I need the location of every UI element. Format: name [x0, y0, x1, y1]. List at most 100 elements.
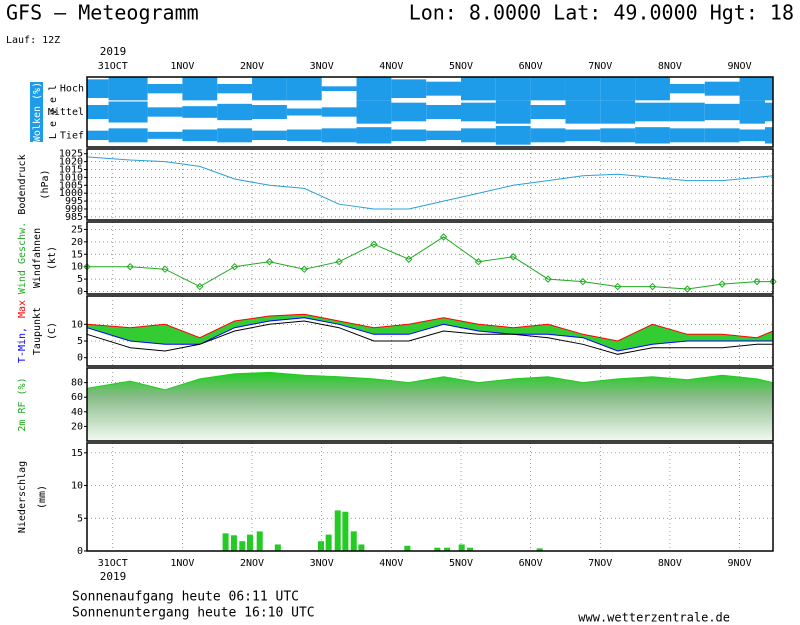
cloud-cover [286, 129, 322, 142]
x-tick-label-bottom: 1NOV [170, 558, 194, 569]
marker [648, 282, 657, 291]
unit: (C) [47, 322, 58, 340]
y-tick-label: 15 [71, 249, 83, 260]
cloud-cover [286, 108, 322, 116]
cloud-cover [565, 129, 601, 142]
bar [239, 541, 246, 551]
marker [405, 255, 413, 263]
level-name: Hoch [60, 84, 84, 95]
cloud-cover [460, 128, 496, 143]
marker [753, 277, 761, 286]
x-tick-label-top: 7NOV [588, 61, 612, 72]
level-name: Mittel [48, 107, 84, 118]
cloud-cover [286, 77, 322, 101]
cloud-cover [530, 105, 566, 119]
line [86, 317, 773, 352]
level-label: L e v e l [48, 85, 59, 139]
cloud-cover [764, 127, 773, 144]
cloud-cover [87, 130, 109, 140]
cloud-cover [530, 128, 566, 143]
y-tick-label: 990 [65, 204, 83, 215]
min-max-fill [87, 314, 773, 351]
cloud-cover [217, 84, 253, 94]
x-tick-label-top: 1NOV [170, 61, 194, 72]
y-tick-label: 80 [71, 378, 83, 389]
year-bottom: 2019 [100, 570, 127, 583]
x-tick-label-top: 3NOV [310, 61, 334, 72]
cloud-cover [87, 105, 109, 119]
y-tick-label: 40 [71, 407, 83, 418]
year-top: 2019 [100, 45, 127, 58]
level-name: Tief [60, 130, 84, 141]
panel-frame [86, 148, 774, 221]
cloud-cover [739, 129, 765, 142]
x-tick-label-bottom: 3NOV [310, 558, 334, 569]
x-tick-label-top: 5NOV [449, 61, 473, 72]
panel: 0 5 10 15 [71, 442, 774, 557]
cloud-cover [530, 77, 566, 101]
cloud-cover [391, 79, 427, 98]
bar [318, 541, 325, 551]
ylabel: Niederschlag [17, 461, 28, 533]
y-tick-label: 20 [71, 237, 83, 248]
bar [274, 544, 281, 551]
bar [404, 545, 411, 551]
barb-label: Windfahnen [32, 228, 43, 288]
x-tick-label-top: 8NOV [658, 61, 682, 72]
y-tick-label: 1010 [59, 172, 83, 183]
bar [256, 531, 263, 551]
cloud-cover [495, 77, 531, 101]
cloud-cover [600, 77, 636, 101]
x-tick-label-bottom: 6NOV [519, 558, 543, 569]
cloud-cover [739, 100, 765, 124]
cloud-cover [182, 106, 218, 118]
cloud-cover [391, 102, 427, 122]
unit: (mm) [37, 485, 48, 509]
cloud-cover [669, 102, 705, 122]
y-tick-label: 1000 [59, 188, 83, 199]
cloud-cover [739, 77, 765, 101]
y-tick-label: 0 [77, 353, 83, 364]
cloud-cover [704, 81, 740, 96]
cloud-cover [600, 100, 636, 124]
y-tick-label: 995 [65, 196, 83, 207]
unit: (kt) [47, 246, 58, 270]
y-tick-label: 60 [71, 392, 83, 403]
unit: (hPa) [40, 169, 51, 199]
y-tick-label: 0 [77, 287, 83, 298]
marker [230, 262, 239, 271]
y-tick-label: 10 [71, 262, 83, 273]
cloud-cover [669, 128, 705, 143]
run: Lauf: 12Z [6, 35, 60, 46]
cloud-cover [252, 105, 287, 119]
x-tick-label-top: 31OCT [98, 61, 128, 72]
marker [370, 240, 378, 249]
marker [509, 253, 517, 261]
line [86, 320, 773, 355]
x-tick-label-bottom: 8NOV [658, 558, 682, 569]
marker [474, 258, 483, 266]
cloud-cover [669, 84, 705, 94]
cloud-cover [495, 100, 531, 124]
bar [467, 547, 474, 551]
cloud-cover [635, 77, 670, 101]
cloud-cover [108, 101, 148, 123]
cloud-cover [426, 130, 461, 140]
marker [683, 285, 692, 293]
series-label: Max [17, 300, 28, 318]
series-label: Taupunkt [32, 307, 43, 355]
line [86, 156, 774, 210]
cloud-cover [182, 77, 218, 101]
cloud-cover [565, 100, 601, 124]
bar [536, 548, 543, 551]
cloud-cover [87, 79, 109, 98]
cloud-cover [217, 103, 253, 121]
panel: Hoch Mittel Tief [30, 76, 774, 148]
ylabel: 2m RF (%) [17, 377, 28, 431]
panel: 20 40 60 80 [71, 367, 774, 442]
x-tick-label-top: 9NOV [728, 61, 752, 72]
cloud-cover [182, 129, 218, 142]
y-tick-label: 5 [77, 513, 83, 524]
panel-frame [86, 367, 774, 442]
